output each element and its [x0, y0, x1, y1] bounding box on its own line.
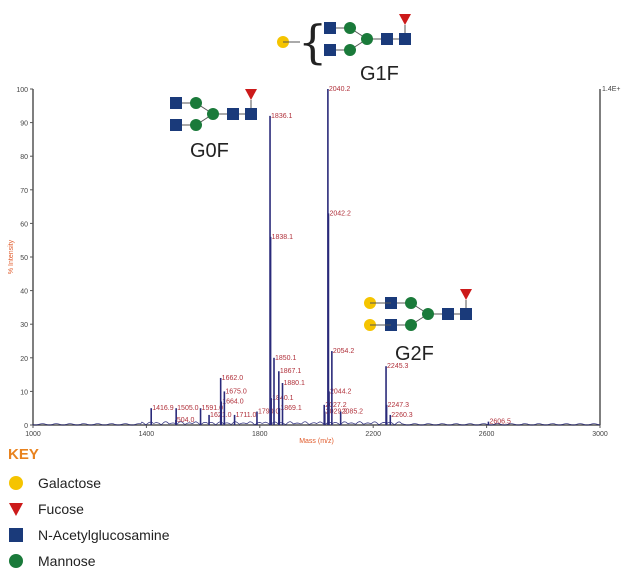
glycan-label-g2f: G2F	[395, 343, 434, 365]
y-tick-label: 40	[20, 289, 28, 296]
glcnac-icon	[9, 528, 23, 542]
peak-label: 1416.9	[152, 405, 174, 412]
glcnac-icon	[245, 108, 257, 120]
mannose-icon	[9, 554, 23, 568]
mannose-icon	[361, 33, 373, 45]
peak-label: 1869.1	[280, 405, 302, 412]
fucose-icon	[9, 503, 23, 516]
peak-label: 2054.2	[333, 348, 355, 355]
peak-label: 1675.0	[225, 388, 247, 395]
glcnac-icon	[170, 119, 182, 131]
glcnac-icon	[442, 308, 454, 320]
key-label: Fucose	[38, 501, 84, 517]
glcnac-icon	[460, 308, 472, 320]
peak-label: 2260.3	[391, 412, 413, 419]
peak-label: 2245.3	[387, 363, 409, 370]
peak-label: 2029.2	[326, 409, 348, 416]
peak-label: 1662.0	[222, 375, 244, 382]
key-item-glcnac: N-Acetylglucosamine	[8, 527, 170, 543]
mannose-icon	[190, 97, 202, 109]
x-tick-label: 1800	[252, 431, 268, 438]
peak-label: 1838.1	[272, 234, 294, 241]
x-tick-label: 2200	[365, 431, 381, 438]
key-item-mannose: Mannose	[8, 553, 96, 569]
peak-label: 1836.1	[271, 113, 293, 120]
galactose-icon	[9, 476, 23, 490]
mass-spectrum-chart: 1.4E+ 0 10 20 30 40 50 60 70 80 90 100 1000 1400 1800 2…	[8, 14, 621, 445]
peak-label: 2040.2	[329, 86, 351, 93]
peak-label: 2606.5	[489, 419, 511, 426]
glcnac-icon	[381, 33, 393, 45]
key-item-galactose: Galactose	[8, 475, 101, 491]
key-item-fucose: Fucose	[8, 501, 84, 517]
peak-label: 2085.2	[342, 409, 364, 416]
key-label: Mannose	[38, 553, 96, 569]
glcnac-icon	[227, 108, 239, 120]
y-tick-label: 20	[20, 356, 28, 363]
y-axis-label: % Intensity	[8, 239, 15, 274]
glycan-label-g1f: G1F	[360, 63, 399, 85]
x-axis-label: Mass (m/z)	[299, 438, 334, 445]
key-label: Galactose	[38, 475, 102, 491]
peak-label: 2247.3	[388, 402, 410, 409]
fucose-icon	[460, 289, 472, 300]
mannose-icon	[190, 119, 202, 131]
mannose-icon	[405, 297, 417, 309]
x-tick-label: 1400	[139, 431, 155, 438]
x-tick-label: 1000	[25, 431, 41, 438]
peak-label: 1711.0	[236, 412, 257, 419]
glcnac-icon	[324, 44, 336, 56]
key-label: N-Acetylglucosamine	[38, 527, 170, 543]
peak-label: 2027.2	[325, 402, 347, 409]
glcnac-icon	[324, 22, 336, 34]
fucose-icon	[245, 89, 257, 100]
corner-label: 1.4E+	[602, 86, 621, 93]
glcnac-icon	[399, 33, 411, 45]
y-tick-label: 60	[20, 221, 28, 228]
mannose-icon	[405, 319, 417, 331]
y-tick-label: 10	[20, 389, 28, 396]
y-tick-label: 80	[20, 154, 28, 161]
peak-label: 1850.1	[275, 355, 297, 362]
x-tick-label: 3000	[592, 431, 608, 438]
peak-label: 1880.1	[284, 380, 306, 387]
peak-label: 504.0	[177, 417, 195, 424]
y-tick-label: 50	[20, 255, 28, 262]
x-tick-label: 2600	[479, 431, 495, 438]
peak-label: 2044.2	[330, 388, 352, 395]
peak-label: 1867.1	[280, 368, 302, 375]
peak-label: 1790.0	[258, 409, 280, 416]
y-tick-label: 100	[16, 87, 28, 94]
mannose-icon	[422, 308, 434, 320]
baseline-noise	[32, 421, 601, 426]
peak-label: 1664.0	[222, 398, 244, 405]
key-title: KEY	[8, 446, 39, 463]
peak-label: 1505.0	[177, 405, 199, 412]
y-tick-label: 0	[24, 423, 28, 430]
fucose-icon	[399, 14, 411, 25]
brace-icon: {	[298, 15, 327, 69]
y-tick-label: 70	[20, 188, 28, 195]
mannose-icon	[344, 22, 356, 34]
glycan-label-g0f: G0F	[190, 140, 229, 162]
mannose-icon	[207, 108, 219, 120]
y-tick-label: 30	[20, 322, 28, 329]
y-tick-label: 90	[20, 121, 28, 128]
peak-label: 2042.2	[329, 210, 351, 217]
mannose-icon	[344, 44, 356, 56]
glcnac-icon	[170, 97, 182, 109]
peak-label: 1591.0	[202, 405, 224, 412]
